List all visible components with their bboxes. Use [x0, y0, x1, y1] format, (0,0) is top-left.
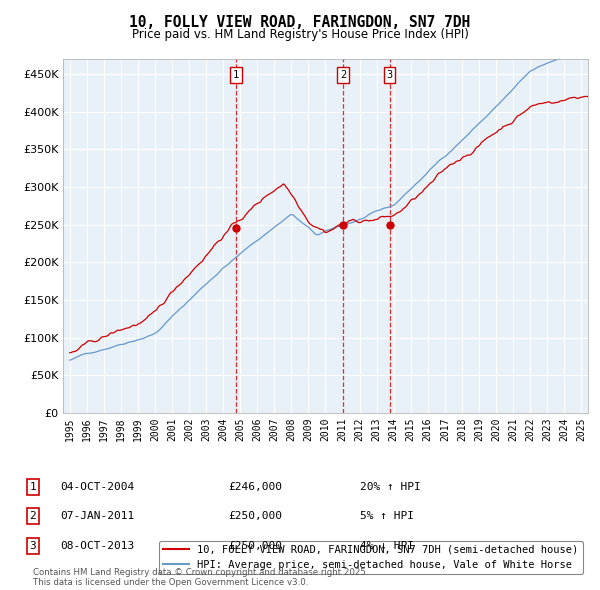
Text: 5% ↑ HPI: 5% ↑ HPI: [360, 512, 414, 521]
Text: 3: 3: [29, 541, 37, 550]
Legend: 10, FOLLY VIEW ROAD, FARINGDON, SN7 7DH (semi-detached house), HPI: Average pric: 10, FOLLY VIEW ROAD, FARINGDON, SN7 7DH …: [159, 540, 583, 574]
Text: 10, FOLLY VIEW ROAD, FARINGDON, SN7 7DH: 10, FOLLY VIEW ROAD, FARINGDON, SN7 7DH: [130, 15, 470, 30]
Text: 2: 2: [340, 70, 346, 80]
Text: £250,000: £250,000: [228, 541, 282, 550]
Text: Price paid vs. HM Land Registry's House Price Index (HPI): Price paid vs. HM Land Registry's House …: [131, 28, 469, 41]
Text: 4% ↓ HPI: 4% ↓ HPI: [360, 541, 414, 550]
Text: £250,000: £250,000: [228, 512, 282, 521]
Text: 1: 1: [29, 482, 37, 491]
Text: Contains HM Land Registry data © Crown copyright and database right 2025.
This d: Contains HM Land Registry data © Crown c…: [33, 568, 368, 587]
Text: 08-OCT-2013: 08-OCT-2013: [60, 541, 134, 550]
Text: £246,000: £246,000: [228, 482, 282, 491]
Text: 07-JAN-2011: 07-JAN-2011: [60, 512, 134, 521]
Text: 1: 1: [233, 70, 239, 80]
Text: 3: 3: [386, 70, 393, 80]
Text: 20% ↑ HPI: 20% ↑ HPI: [360, 482, 421, 491]
Text: 2: 2: [29, 512, 37, 521]
Text: 04-OCT-2004: 04-OCT-2004: [60, 482, 134, 491]
